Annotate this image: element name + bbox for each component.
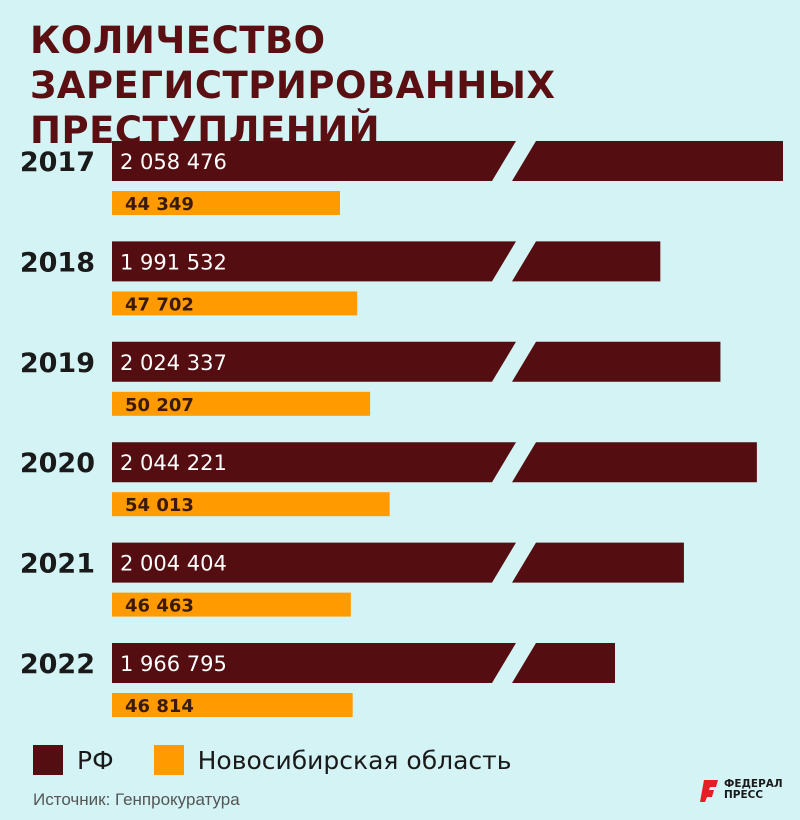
data-label-nso-2021: 46 463: [125, 596, 194, 617]
chart-title: КОЛИЧЕСТВО ЗАРЕГИСТРИРОВАННЫХ ПРЕСТУПЛЕН…: [30, 18, 770, 153]
logo-line-2: ПРЕСС: [724, 789, 764, 801]
logo-line-1: ФЕДЕРАЛ: [724, 778, 783, 790]
year-label-2018: 2018: [20, 247, 95, 278]
data-label-nso-2020: 54 013: [125, 495, 194, 516]
chart-title-line-1: КОЛИЧЕСТВО ЗАРЕГИСТРИРОВАННЫХ: [30, 19, 556, 107]
legend: РФ Новосибирская область: [33, 742, 551, 778]
data-label-rf-2020: 2 044 221: [120, 451, 227, 475]
legend-swatch-rf: [33, 745, 63, 775]
bar-rf-2021-segment-1: [112, 542, 516, 583]
bar-nso-2022: [112, 693, 353, 717]
bar-nso-2020: [112, 492, 390, 517]
data-label-rf-2022: 1 966 795: [120, 652, 227, 676]
federalpress-logo-icon: [700, 780, 718, 802]
data-label-nso-2022: 46 814: [125, 696, 194, 717]
bar-rf-2019-segment-1: [112, 341, 516, 382]
legend-swatch-nso: [153, 745, 184, 775]
bar-nso-2017: [112, 191, 340, 215]
data-label-rf-2017: 2 058 476: [120, 150, 227, 174]
bar-chart: 2017 2 058 476 44 349 2018 1 991 532 47 702 20…: [20, 141, 783, 717]
source-note: Источник: Генпрокуратура: [33, 790, 240, 809]
bar-rf-2022-segment-2: [512, 643, 615, 683]
publisher-logo: ФЕДЕРАЛ ПРЕСС: [700, 775, 783, 805]
bar-rf-2018-segment-2: [512, 241, 661, 282]
bar-rf-2020-segment-2: [512, 442, 757, 483]
bar-rf-2017-segment-1: [112, 141, 516, 181]
legend-label-nso: Новосибирская область: [197, 745, 512, 775]
bar-rf-2022-segment-1: [112, 643, 516, 683]
bar-rf-2021-segment-2: [512, 542, 684, 583]
year-label-2021: 2021: [20, 549, 95, 580]
bar-rf-2017-segment-2: [512, 141, 783, 181]
data-label-rf-2018: 1 991 532: [120, 250, 227, 274]
data-label-rf-2019: 2 024 337: [120, 351, 227, 375]
year-label-2019: 2019: [20, 348, 95, 379]
data-label-nso-2017: 44 349: [125, 194, 194, 215]
bar-rf-2019-segment-2: [512, 341, 721, 382]
bar-nso-2021: [112, 592, 351, 617]
bar-nso-2019: [112, 391, 371, 416]
data-label-nso-2018: 47 702: [125, 294, 194, 315]
data-label-rf-2021: 2 004 404: [120, 552, 227, 576]
bar-rf-2020-segment-1: [112, 442, 516, 483]
bar-nso-2018: [112, 291, 358, 316]
bar-rf-2018-segment-1: [112, 241, 516, 282]
year-label-2020: 2020: [20, 448, 95, 479]
year-label-2017: 2017: [20, 147, 95, 178]
data-label-nso-2019: 50 207: [125, 395, 194, 416]
year-label-2022: 2022: [20, 649, 95, 680]
legend-label-rf: РФ: [77, 745, 114, 775]
